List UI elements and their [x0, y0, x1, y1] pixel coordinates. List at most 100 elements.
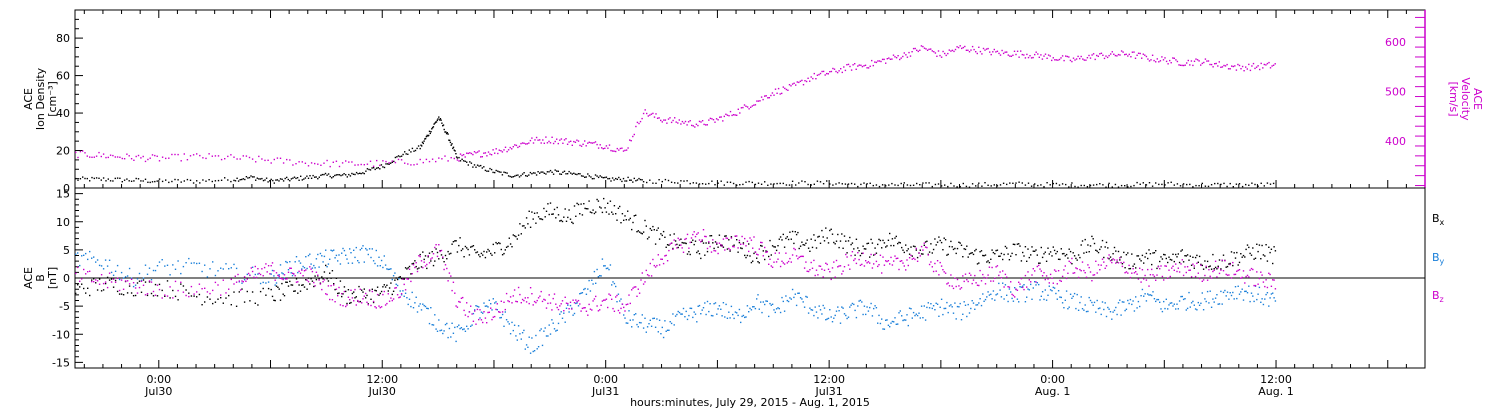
top-series-1-point	[126, 153, 128, 155]
field-bz-point	[274, 279, 276, 281]
top-series-1-point	[622, 150, 625, 152]
field-bz-point	[1194, 275, 1197, 278]
field-by-point	[347, 262, 350, 264]
field-by-point	[193, 262, 195, 264]
legend-bz: Bz	[1432, 289, 1444, 304]
field-bx-point	[494, 252, 496, 254]
field-bz-point	[290, 267, 292, 269]
top-series-0-point	[379, 168, 381, 170]
top-series-1-point	[1266, 62, 1269, 65]
field-bx-point	[893, 244, 895, 247]
field-by-point	[793, 296, 795, 299]
field-bz-point	[1141, 269, 1144, 271]
field-by-point	[1069, 293, 1072, 295]
top-series-1-point	[1060, 57, 1062, 59]
field-bz-point	[426, 263, 428, 266]
top-series-1-point	[725, 113, 727, 115]
field-bz-point	[658, 264, 661, 266]
field-by-point	[948, 305, 951, 307]
field-bz-point	[169, 286, 171, 288]
field-bz-point	[428, 262, 431, 264]
field-bz-point	[180, 281, 182, 283]
field-bz-point	[475, 323, 477, 325]
field-bz-point	[741, 235, 743, 238]
field-by-point	[619, 300, 621, 302]
field-bz-point	[295, 281, 298, 283]
field-by-point	[1181, 295, 1183, 298]
field-bz-point	[818, 265, 820, 267]
top-series-0-point	[667, 179, 670, 182]
top-series-0-point	[605, 176, 608, 178]
top-panel-points	[75, 45, 1276, 188]
field-by-point	[799, 297, 802, 299]
field-by-point	[644, 317, 646, 319]
density-axis-label-line3: [cm⁻³]	[46, 81, 59, 117]
top-series-0-point	[604, 176, 606, 179]
top-series-1-point	[708, 119, 710, 121]
field-bx-point	[885, 246, 887, 248]
field-bz-point	[821, 268, 823, 270]
top-series-0-point	[944, 184, 946, 186]
top-series-1-point	[844, 69, 847, 72]
field-by-point	[1136, 307, 1138, 309]
field-bz-point	[257, 268, 259, 270]
field-bx-point	[1151, 263, 1153, 266]
field-bz-point	[854, 258, 856, 260]
top-series-0-point	[282, 180, 285, 182]
field-bx-point	[934, 238, 936, 240]
field-by-point	[435, 328, 437, 330]
field-bx-point	[367, 303, 369, 305]
top-series-1-point	[466, 152, 468, 154]
top-series-1-point	[894, 56, 896, 58]
field-by-point	[297, 271, 299, 274]
top-series-1-point	[1026, 53, 1028, 56]
top-series-1-point	[507, 149, 510, 151]
field-bz-point	[390, 297, 392, 299]
top-series-1-point	[787, 89, 789, 91]
field-bx-point	[349, 302, 351, 304]
top-series-0-point	[480, 164, 482, 167]
top-series-0-point	[607, 178, 609, 180]
field-by-point	[1244, 290, 1246, 293]
top-series-1-point	[1145, 55, 1148, 58]
top-series-0-point	[649, 179, 651, 181]
top-series-0-point	[1021, 182, 1023, 184]
field-bx-point	[672, 247, 674, 250]
top-series-1-point	[818, 73, 820, 76]
top-series-1-point	[295, 163, 297, 165]
top-series-1-point	[694, 126, 696, 128]
field-bz-point	[1143, 278, 1145, 280]
field-bz-point	[500, 300, 502, 302]
field-bx-point	[394, 279, 396, 281]
top-series-0-point	[1043, 186, 1045, 188]
top-series-0-point	[1080, 184, 1082, 187]
top-series-0-point	[588, 175, 590, 177]
field-bz-point	[889, 263, 891, 265]
field-bx-point	[297, 292, 299, 294]
field-bx-point	[897, 242, 899, 245]
field-bx-point	[126, 292, 129, 294]
field-by-point	[1182, 298, 1185, 301]
top-series-0-point	[444, 131, 446, 133]
field-by-point	[311, 267, 314, 269]
top-series-1-point	[922, 45, 924, 48]
field-by-point	[362, 245, 364, 247]
field-bx-point	[484, 256, 487, 259]
field-by-point	[666, 329, 669, 331]
top-series-1-point	[1164, 57, 1166, 59]
field-bz-point	[371, 290, 373, 293]
top-series-1-point	[504, 146, 507, 148]
field-bz-point	[1201, 280, 1203, 282]
field-bz-point	[988, 266, 991, 268]
top-series-1-point	[495, 148, 497, 150]
field-bx-point	[914, 245, 916, 248]
field-by-point	[251, 266, 254, 268]
top-series-1-point	[571, 144, 573, 146]
top-series-1-point	[642, 112, 645, 115]
field-bz-point	[1007, 286, 1009, 288]
top-series-1-point	[422, 161, 424, 164]
field-by-point	[670, 322, 673, 325]
top-series-0-point	[798, 182, 800, 184]
field-bx-point	[480, 252, 483, 255]
field-bz-point	[1059, 279, 1061, 282]
